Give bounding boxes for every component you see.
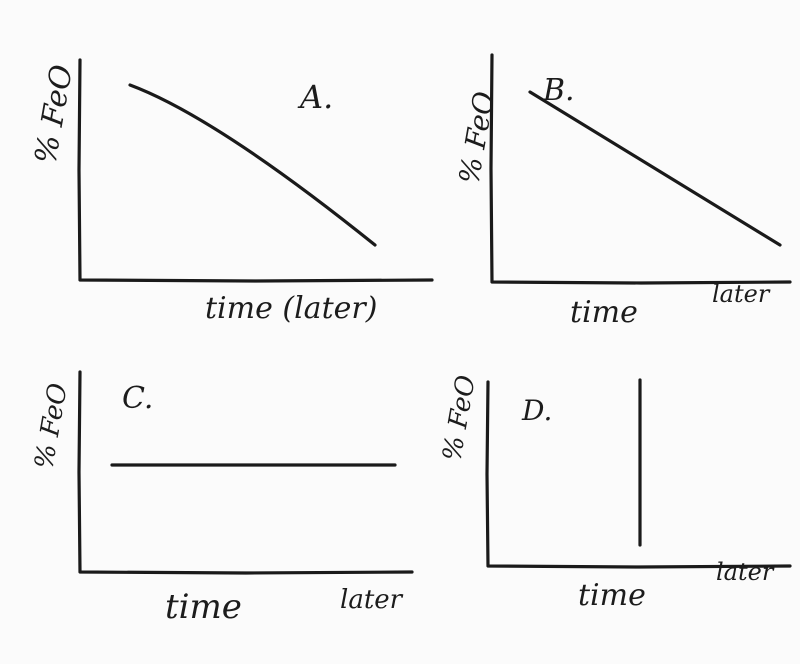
panel-title-d: D.: [521, 394, 552, 427]
axes-a: [77, 58, 434, 283]
x-axis-end-label-d: later: [716, 558, 775, 586]
axes-d: [485, 380, 792, 569]
x-axis-label-a: time (later): [205, 291, 377, 326]
x-axis-end-label-b: later: [712, 280, 771, 308]
y-axis-label-c: % FeO: [29, 381, 74, 471]
x-axis-label-c: time: [165, 587, 242, 627]
axes-b: [489, 53, 792, 285]
panel-d: D. % FeO time later: [437, 373, 792, 613]
panel-b: B. % FeO time later: [452, 53, 792, 330]
x-axis-label-b: time: [570, 295, 638, 330]
data-line-a: [128, 83, 377, 247]
panel-title-a: A.: [297, 78, 333, 116]
panel-title-b: B.: [542, 73, 575, 108]
y-axis-label-d: % FeO: [437, 373, 482, 463]
axes-c: [77, 370, 414, 575]
x-axis-end-label-c: later: [340, 585, 404, 615]
panel-title-c: C.: [122, 381, 153, 416]
y-axis-label-a: % FeO: [28, 62, 80, 166]
panel-a: A. % FeO time (later): [28, 58, 434, 326]
data-line-b: [528, 90, 782, 247]
y-axis-label-b: % FeO: [452, 89, 501, 186]
panel-c: C. % FeO time later: [29, 370, 414, 627]
x-axis-label-d: time: [578, 578, 646, 613]
